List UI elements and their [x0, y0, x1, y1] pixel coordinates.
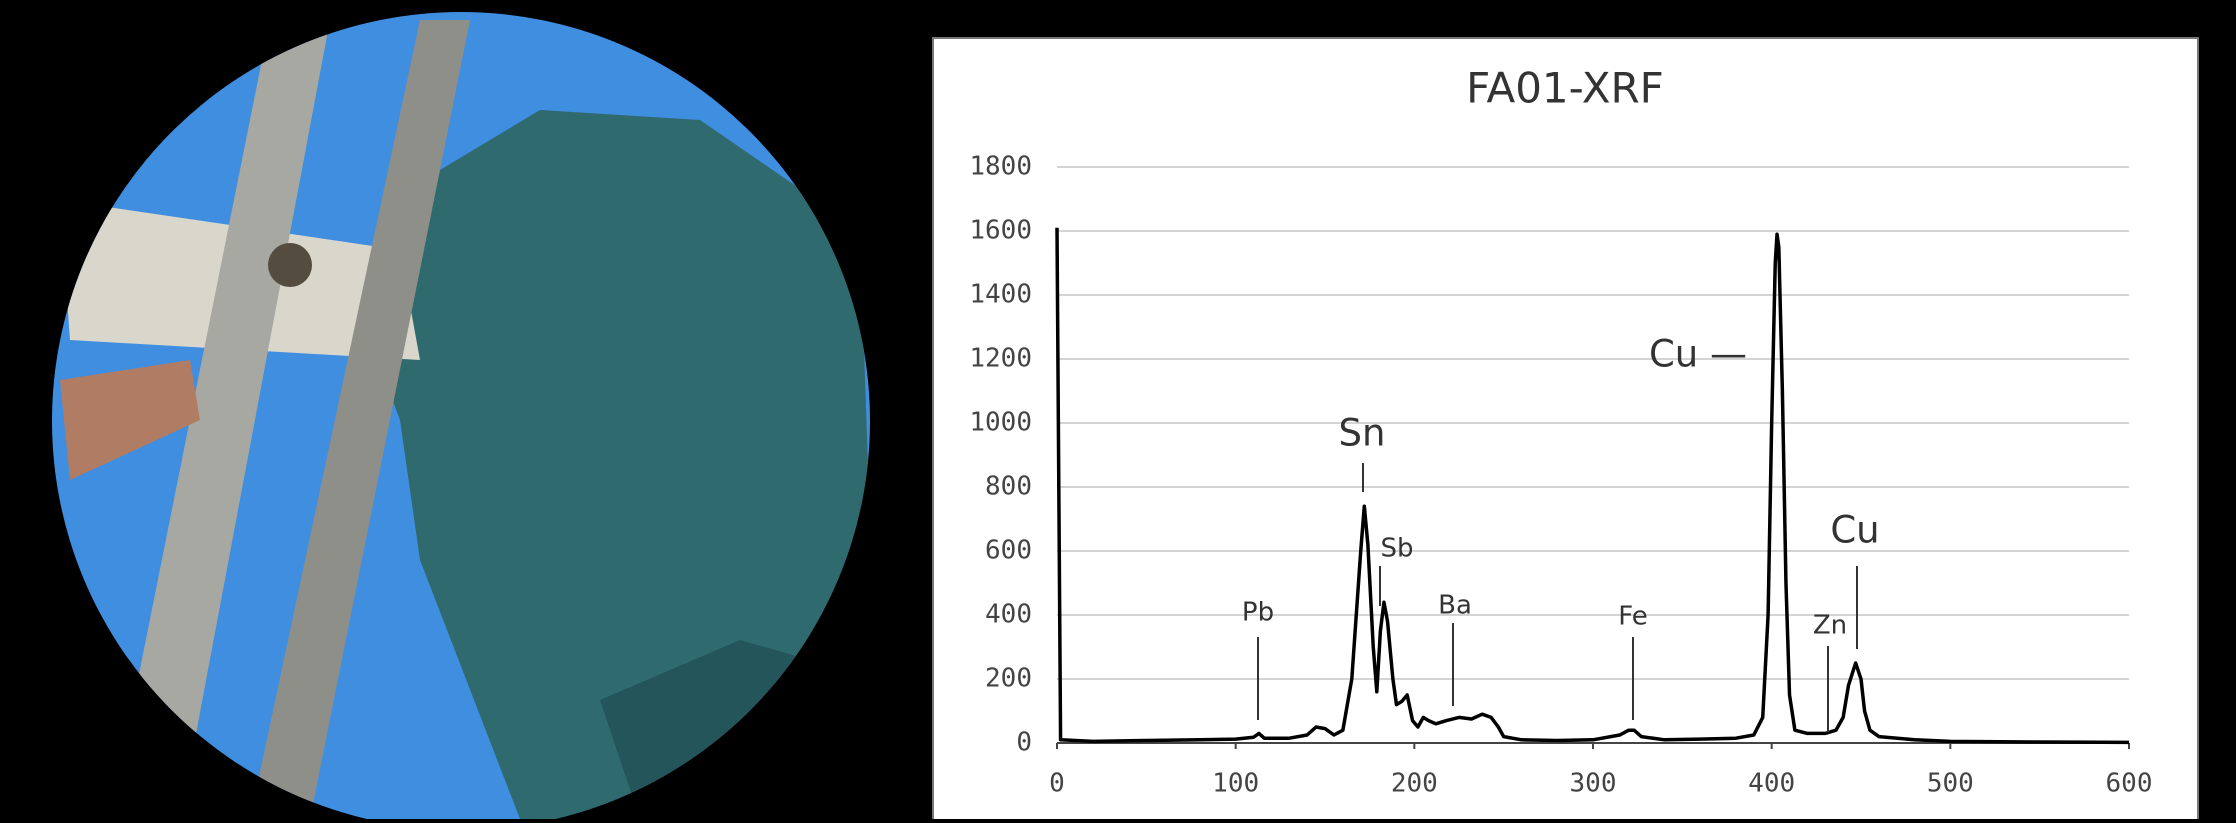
- chart-frame: [933, 38, 2198, 819]
- y-tick-label: 0: [1016, 728, 1032, 758]
- annotation: Sn: [1339, 412, 1386, 455]
- y-tick-label: 400: [985, 600, 1032, 630]
- page: FA01-XRF 0200400600800100012001400160018…: [0, 0, 2236, 819]
- annotation: Zn: [1813, 611, 1847, 641]
- annotation: Sb: [1380, 534, 1413, 564]
- y-tick-label: 1400: [969, 280, 1032, 310]
- x-tick-label: 600: [2106, 769, 2153, 799]
- y-tick-label: 1200: [969, 344, 1032, 374]
- y-tick-label: 1600: [969, 216, 1032, 246]
- figure: FA01-XRF 0200400600800100012001400160018…: [0, 0, 2236, 819]
- y-tick-label: 1000: [969, 408, 1032, 438]
- y-tick-label: 1800: [969, 152, 1032, 182]
- y-tick-label: 600: [985, 536, 1032, 566]
- photo: [40, 0, 890, 819]
- x-tick-label: 200: [1391, 769, 1438, 799]
- x-tick-label: 100: [1212, 769, 1259, 799]
- x-tick-label: 0: [1049, 769, 1065, 799]
- x-tick-label: 400: [1748, 769, 1795, 799]
- chart-title: FA01-XRF: [1466, 64, 1664, 113]
- annotation: Cu —: [1649, 333, 1747, 376]
- annotation: Fe: [1618, 602, 1648, 632]
- x-tick-label: 500: [1927, 769, 1974, 799]
- annotation: Pb: [1242, 598, 1274, 628]
- x-tick-label: 300: [1570, 769, 1617, 799]
- y-tick-label: 800: [985, 472, 1032, 502]
- y-tick-label: 200: [985, 664, 1032, 694]
- annotation: Ba: [1438, 591, 1472, 621]
- annotation: Cu: [1830, 509, 1879, 552]
